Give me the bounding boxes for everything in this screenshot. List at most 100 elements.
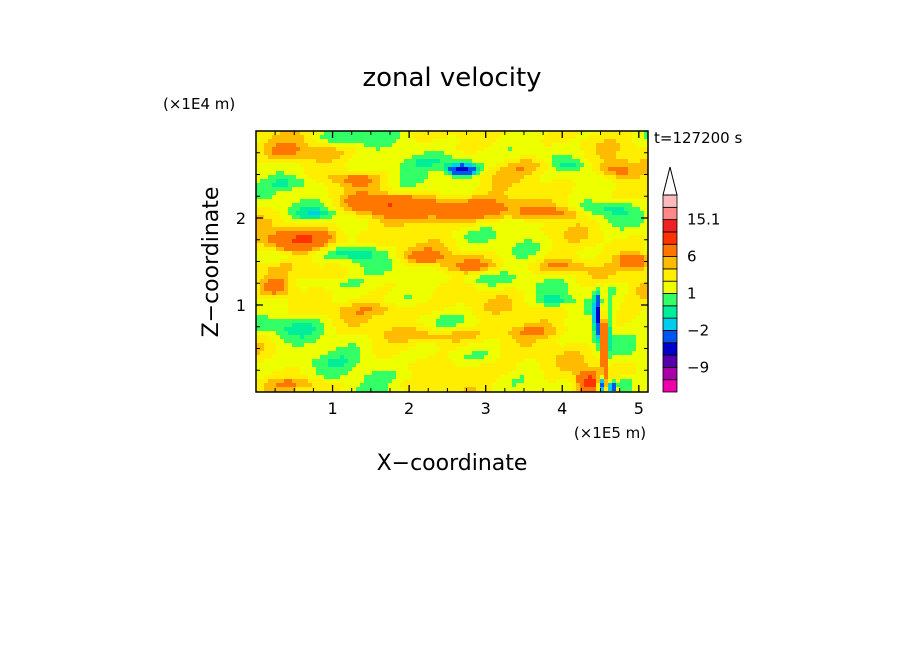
field-cell xyxy=(440,211,445,216)
field-cell xyxy=(408,167,413,172)
field-cell xyxy=(564,155,569,160)
field-cell xyxy=(540,307,545,312)
field-cell xyxy=(392,135,397,140)
field-cell xyxy=(324,287,329,292)
field-cell xyxy=(588,187,593,192)
field-cell xyxy=(260,307,265,312)
field-cell xyxy=(268,299,273,304)
field-cell xyxy=(532,287,537,292)
field-cell xyxy=(360,235,365,240)
field-cell xyxy=(288,175,293,180)
field-cell xyxy=(324,147,329,152)
field-cell xyxy=(304,243,309,248)
field-cell xyxy=(312,159,317,164)
field-cell xyxy=(600,223,605,228)
field-cell xyxy=(392,231,397,236)
field-cell xyxy=(492,195,497,200)
field-cell xyxy=(336,251,341,256)
field-cell xyxy=(384,315,389,320)
field-cell xyxy=(392,263,397,268)
field-cell xyxy=(408,283,413,288)
field-cell xyxy=(596,235,601,240)
field-cell xyxy=(456,227,461,232)
field-cell xyxy=(628,251,633,256)
field-cell xyxy=(588,203,593,208)
field-cell xyxy=(288,259,293,264)
field-cell xyxy=(256,207,261,212)
field-cell xyxy=(468,287,473,292)
field-cell xyxy=(324,195,329,200)
field-cell xyxy=(320,255,325,260)
field-cell xyxy=(400,303,405,308)
field-cell xyxy=(392,247,397,252)
field-cell xyxy=(336,259,341,264)
field-cell xyxy=(584,331,589,336)
field-cell xyxy=(628,135,633,140)
field-cell xyxy=(364,211,369,216)
field-cell xyxy=(452,147,457,152)
field-cell xyxy=(420,283,425,288)
field-cell xyxy=(480,223,485,228)
field-cell xyxy=(508,223,513,228)
field-cell xyxy=(292,235,297,240)
field-cell xyxy=(492,251,497,256)
field-cell xyxy=(428,291,433,296)
field-cell xyxy=(580,143,585,148)
field-cell xyxy=(592,163,597,168)
field-cell xyxy=(512,319,517,324)
field-cell xyxy=(380,303,385,308)
field-cell xyxy=(504,139,509,144)
field-cell xyxy=(488,179,493,184)
field-cell xyxy=(360,331,365,336)
field-cell xyxy=(640,215,645,220)
field-cell xyxy=(568,195,573,200)
field-cell xyxy=(408,175,413,180)
field-cell xyxy=(268,255,273,260)
field-cell xyxy=(636,191,641,196)
field-cell xyxy=(484,283,489,288)
field-cell xyxy=(556,291,561,296)
field-cell xyxy=(540,219,545,224)
field-cell xyxy=(468,227,473,232)
field-cell xyxy=(552,167,557,172)
field-cell xyxy=(472,303,477,308)
field-cell xyxy=(448,215,453,220)
field-cell xyxy=(516,155,521,160)
field-cell xyxy=(536,251,541,256)
field-cell xyxy=(580,211,585,216)
field-cell xyxy=(324,187,329,192)
field-cell xyxy=(452,199,457,204)
field-cell xyxy=(256,279,261,284)
field-cell xyxy=(508,307,513,312)
field-cell xyxy=(552,275,557,280)
field-cell xyxy=(272,251,277,256)
field-cell xyxy=(348,303,353,308)
field-cell xyxy=(256,263,261,268)
field-cell xyxy=(320,139,325,144)
field-cell xyxy=(556,247,561,252)
field-cell xyxy=(416,215,421,220)
field-cell xyxy=(344,307,349,312)
field-cell xyxy=(272,187,277,192)
field-cell xyxy=(328,319,333,324)
field-cell xyxy=(448,295,453,300)
field-cell xyxy=(596,239,601,244)
field-cell xyxy=(356,259,361,264)
field-cell xyxy=(540,227,545,232)
field-cell xyxy=(428,263,433,268)
field-cell xyxy=(452,179,457,184)
field-cell xyxy=(264,319,269,324)
field-cell xyxy=(408,187,413,192)
field-cell xyxy=(392,291,397,296)
field-cell xyxy=(500,163,505,168)
field-cell xyxy=(272,319,277,324)
field-cell xyxy=(492,179,497,184)
field-cell xyxy=(340,243,345,248)
field-cell xyxy=(328,243,333,248)
field-cell xyxy=(256,319,261,324)
field-cell xyxy=(532,203,537,208)
field-cell xyxy=(272,231,277,236)
field-cell xyxy=(260,175,265,180)
field-cell xyxy=(644,247,648,252)
field-cell xyxy=(556,259,561,264)
